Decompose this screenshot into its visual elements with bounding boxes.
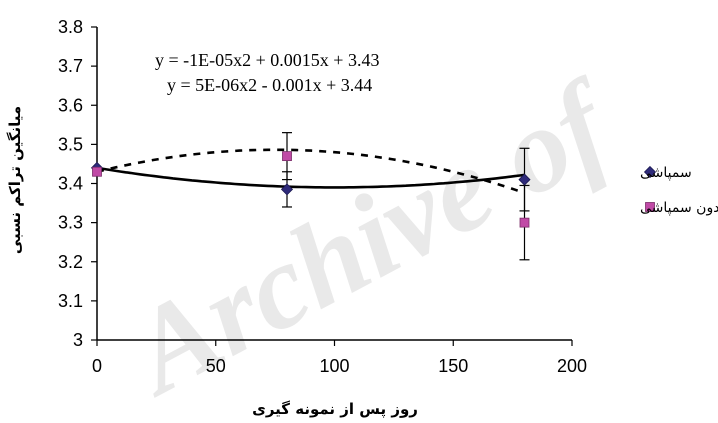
x-tick-labels: 0 50 100 150 200: [92, 356, 587, 376]
x-tick-label: 50: [206, 356, 226, 376]
data-point-series-2: [519, 217, 530, 228]
trendlines: [96, 148, 525, 195]
y-tick-label: 3.4: [58, 174, 83, 194]
y-tick-label: 3.2: [58, 252, 83, 272]
equation-2: y = 5E-06x2 - 0.001x + 3.44: [167, 75, 372, 95]
trendline-series-1: [96, 166, 525, 189]
x-axis-title: روز پس از نمونه گیری: [252, 400, 418, 419]
x-tick-label: 0: [92, 356, 102, 376]
y-tick-label: 3.5: [58, 134, 83, 154]
equation-1: y = -1E-05x2 + 0.0015x + 3.43: [155, 50, 379, 70]
x-tick-label: 200: [557, 356, 587, 376]
y-tick-label: 3.8: [58, 17, 83, 37]
y-tick-label: 3.3: [58, 213, 83, 233]
data-markers: [90, 151, 531, 228]
axes: [91, 26, 573, 346]
y-tick-label: 3.1: [58, 291, 83, 311]
x-tick-label: 100: [319, 356, 349, 376]
y-axis-title: میانگین تراکم نسبی: [6, 106, 24, 254]
data-point-series-2: [92, 166, 102, 177]
legend: سمپاشی بدون سمپاشی: [640, 165, 718, 216]
legend-label-2: بدون سمپاشی: [640, 200, 718, 216]
legend-label-1: سمپاشی: [640, 165, 692, 181]
data-point-series-1: [518, 173, 531, 186]
y-tick-labels: 3 3.1 3.2 3.3 3.4 3.5 3.6 3.7 3.8: [58, 17, 83, 350]
data-point-series-2: [282, 151, 292, 162]
y-tick-label: 3.6: [58, 95, 83, 115]
x-tick-label: 150: [438, 356, 468, 376]
legend-marker-2: [645, 202, 655, 212]
legend-marker-1: [643, 165, 657, 179]
y-tick-label: 3: [73, 330, 83, 350]
trendline-series-2: [96, 148, 525, 195]
data-point-series-1: [280, 183, 294, 196]
y-tick-label: 3.7: [58, 56, 83, 76]
